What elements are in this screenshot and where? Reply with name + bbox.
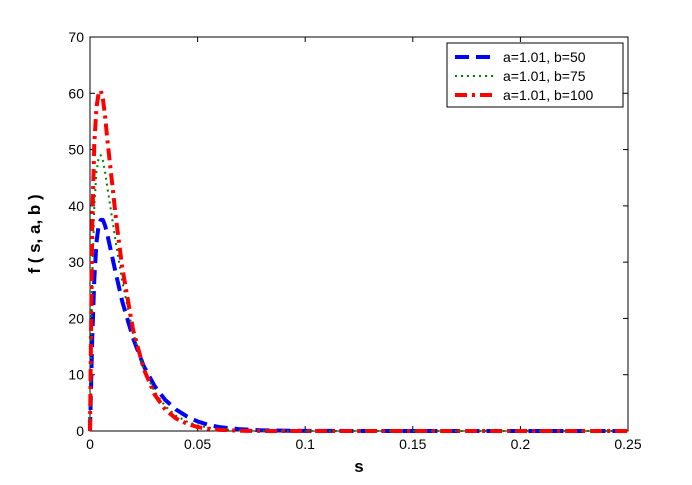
x-tick-label: 0.1 [295, 436, 315, 452]
series-line-3 [88, 88, 628, 433]
series-line-1 [88, 217, 628, 433]
y-tick-label: 40 [68, 198, 84, 214]
legend-box [446, 42, 624, 108]
legend: a=1.01, b=50 a=1.01, b=75 a=1.01, b=100 [446, 42, 624, 108]
x-tick-label: 0 [86, 436, 94, 452]
legend-label-3: a=1.01, b=100 [503, 87, 594, 103]
legend-label-2: a=1.01, b=75 [503, 68, 586, 84]
y-tick-label: 50 [68, 142, 84, 158]
x-axis-label: s [354, 457, 363, 476]
x-tick-label: 0.25 [614, 436, 641, 452]
y-tick-label: 60 [68, 85, 84, 101]
y-tick-label: 10 [68, 367, 84, 383]
series-lines [88, 88, 628, 433]
y-tick-label: 30 [68, 254, 84, 270]
x-tick-label: 0.05 [184, 436, 211, 452]
legend-label-1: a=1.01, b=50 [503, 49, 586, 65]
y-tick-label: 20 [68, 310, 84, 326]
y-tick-label: 70 [68, 29, 84, 45]
axis-ticks: 0 0.05 0.1 0.15 0.2 0.25 0 10 20 30 40 50 60 70 [68, 29, 641, 452]
y-axis-label: f ( s, a, b ) [25, 194, 44, 273]
y-tick-label: 0 [76, 423, 84, 439]
x-tick-label: 0.15 [399, 436, 426, 452]
x-tick-label: 0.2 [511, 436, 531, 452]
